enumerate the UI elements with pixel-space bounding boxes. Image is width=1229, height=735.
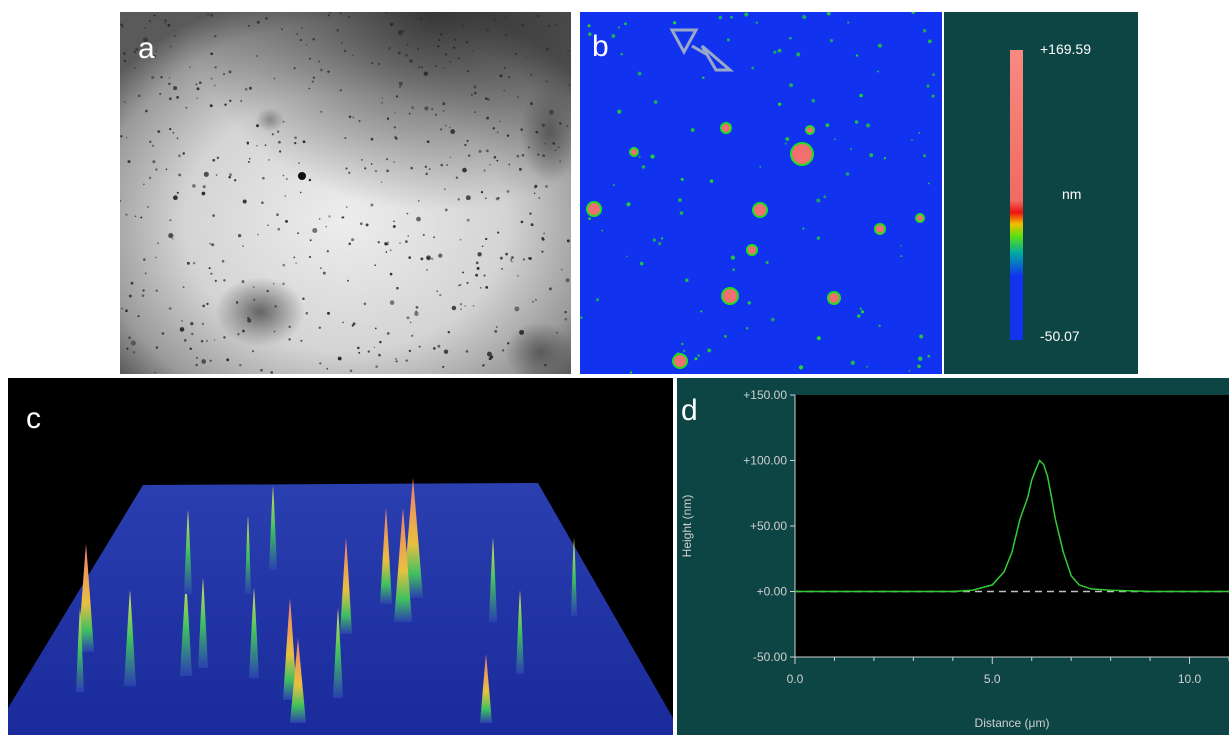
panel-b-afm-map: b [580, 12, 942, 374]
height-profile-chart: -50.00 +0.00 +50.00 +100.00 +150.00 0.0 5.0 10… [680, 388, 1229, 730]
x-axis-title: Distance (μm) [975, 716, 1050, 730]
afm-height-map [580, 12, 935, 374]
plot-area [795, 395, 1229, 657]
profile-series-line [795, 459, 1229, 593]
x-tick-label: 0.0 [787, 672, 804, 686]
panel-d-height-profile: -50.00 +0.00 +50.00 +100.00 +150.00 0.0 5.0 10… [677, 378, 1229, 735]
panel-c-label: c [26, 402, 41, 435]
topography-3d-view [8, 478, 673, 735]
x-tick-label: 10.0 [1178, 672, 1202, 686]
scan-direction-marker [669, 28, 735, 72]
micrograph-image [120, 12, 571, 374]
x-tick-label: 5.0 [984, 672, 1001, 686]
scale-min-label: -50.07 [1040, 328, 1080, 344]
y-tick-label: +50.00 [750, 519, 787, 533]
panel-b-label: b [592, 30, 609, 63]
y-tick-label: +100.00 [743, 454, 787, 468]
height-color-scale: +169.59 nm -50.07 [944, 12, 1138, 374]
panel-a-label: a [138, 32, 155, 65]
scale-max-label: +169.59 [1040, 41, 1091, 57]
panel-a-micrograph: a [120, 12, 571, 374]
y-tick-label: -50.00 [753, 650, 787, 664]
topography-peaks [76, 478, 577, 723]
y-axis-title: Height (nm) [680, 495, 694, 558]
afm-particles [580, 12, 935, 374]
panel-d-label: d [681, 394, 698, 427]
y-tick-label: +0.00 [757, 585, 788, 599]
panel-c-3d-topography: c [8, 378, 673, 735]
scale-unit-label: nm [1062, 186, 1082, 202]
color-scale-bar [1010, 50, 1023, 340]
micrograph-particles [120, 12, 571, 374]
y-tick-label: +150.00 [743, 388, 787, 402]
